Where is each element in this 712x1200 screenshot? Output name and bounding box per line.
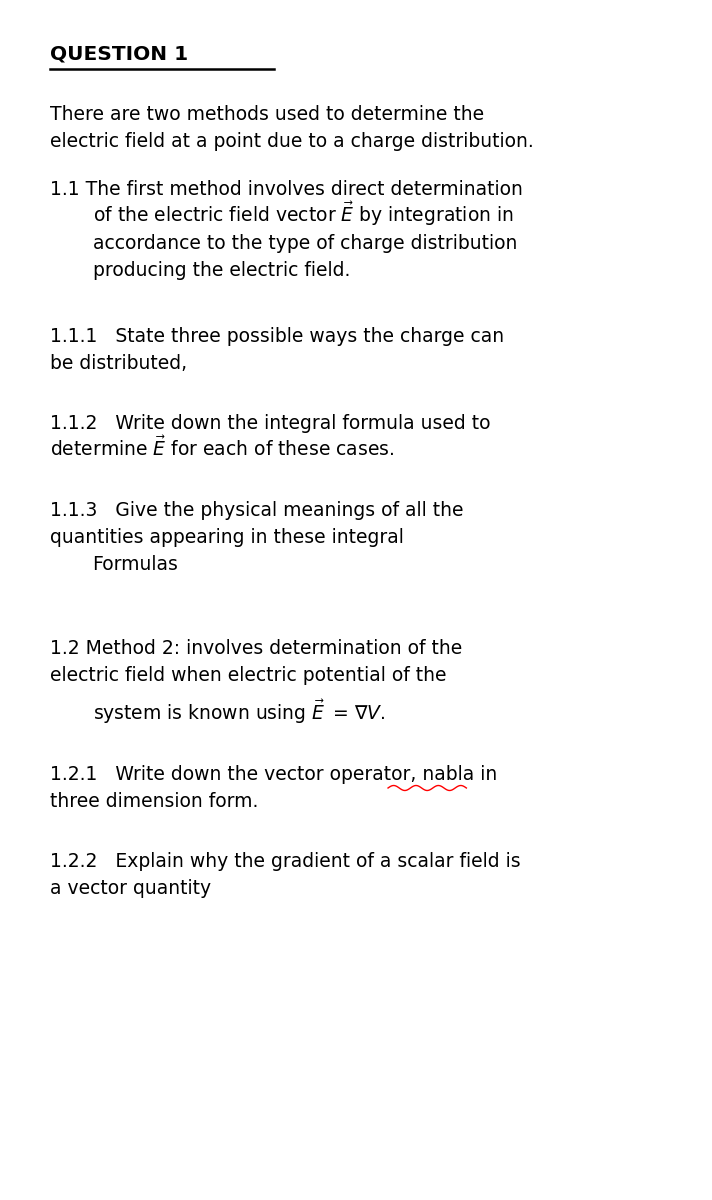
Text: quantities appearing in these integral: quantities appearing in these integral <box>50 528 404 547</box>
Text: system is known using $\vec{E}\,$ = $\nabla V$.: system is known using $\vec{E}\,$ = $\na… <box>93 698 385 726</box>
Text: 1.1.3   Give the physical meanings of all the: 1.1.3 Give the physical meanings of all … <box>50 502 464 520</box>
Text: 1.1.1   State three possible ways the charge can: 1.1.1 State three possible ways the char… <box>50 326 504 346</box>
Text: determine $\vec{E}$ for each of these cases.: determine $\vec{E}$ for each of these ca… <box>50 436 394 460</box>
Text: electric field at a point due to a charge distribution.: electric field at a point due to a charg… <box>50 132 533 151</box>
Text: Formulas: Formulas <box>93 554 179 574</box>
Text: of the electric field vector $\vec{E}$ by integration in: of the electric field vector $\vec{E}$ b… <box>93 200 513 228</box>
Text: be distributed,: be distributed, <box>50 354 187 373</box>
Text: 1.2.2   Explain why the gradient of a scalar field is: 1.2.2 Explain why the gradient of a scal… <box>50 852 520 871</box>
Text: There are two methods used to determine the: There are two methods used to determine … <box>50 104 484 124</box>
Text: a vector quantity: a vector quantity <box>50 878 211 898</box>
Text: 1.2.1   Write down the vector operator, nabla in: 1.2.1 Write down the vector operator, na… <box>50 766 497 784</box>
Text: electric field when electric potential of the: electric field when electric potential o… <box>50 666 446 685</box>
Text: three dimension form.: three dimension form. <box>50 792 258 811</box>
Text: QUESTION 1: QUESTION 1 <box>50 44 188 64</box>
Text: 1.2 Method 2: involves determination of the: 1.2 Method 2: involves determination of … <box>50 638 462 658</box>
Text: 1.1 The first method involves direct determination: 1.1 The first method involves direct det… <box>50 180 523 199</box>
Text: 1.1.2   Write down the integral formula used to: 1.1.2 Write down the integral formula us… <box>50 414 491 433</box>
Text: accordance to the type of charge distribution: accordance to the type of charge distrib… <box>93 234 517 253</box>
Text: producing the electric field.: producing the electric field. <box>93 260 350 280</box>
